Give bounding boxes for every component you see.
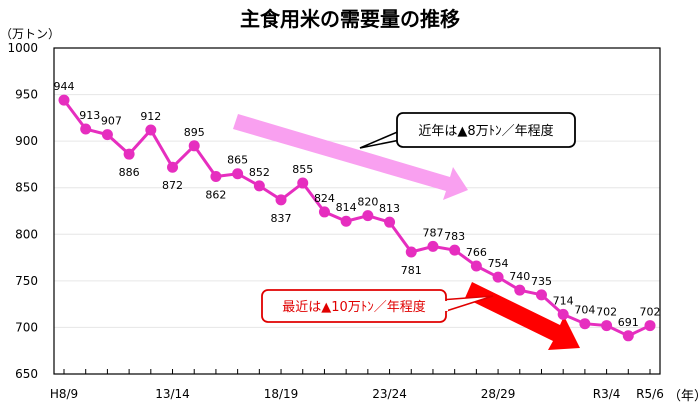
x-tick-label: H8/9 bbox=[50, 387, 78, 401]
data-point bbox=[101, 129, 113, 141]
data-label: 886 bbox=[119, 166, 140, 179]
y-tick-label: 750 bbox=[15, 274, 38, 288]
data-point bbox=[579, 318, 591, 330]
data-point bbox=[340, 215, 352, 227]
x-tick-label: 28/29 bbox=[481, 387, 516, 401]
data-label: 814 bbox=[336, 201, 357, 214]
callout-recent: 最近は▲10万ﾄﾝ／年程度 bbox=[261, 289, 494, 323]
data-point bbox=[557, 308, 569, 320]
data-point bbox=[253, 180, 265, 192]
data-label: 783 bbox=[444, 230, 465, 243]
data-point bbox=[145, 124, 157, 136]
callout-long-term: 近年は▲8万ﾄﾝ／年程度 bbox=[359, 112, 576, 149]
x-tick-label: 13/14 bbox=[155, 387, 190, 401]
y-tick-label: 800 bbox=[15, 227, 38, 241]
y-tick-label: 1000 bbox=[7, 41, 38, 55]
data-point bbox=[123, 148, 135, 160]
data-label: 691 bbox=[618, 316, 639, 329]
data-point bbox=[427, 240, 439, 252]
data-label: 865 bbox=[227, 154, 248, 167]
data-point bbox=[384, 216, 396, 228]
data-point bbox=[514, 284, 526, 296]
trend-arrow-long-term bbox=[233, 114, 468, 200]
data-label: 714 bbox=[553, 294, 574, 307]
data-label: 912 bbox=[140, 110, 161, 123]
data-point bbox=[601, 320, 613, 332]
data-point bbox=[492, 271, 504, 283]
data-point bbox=[58, 94, 70, 106]
data-label: 787 bbox=[422, 226, 443, 239]
data-point bbox=[232, 168, 244, 180]
data-label: 872 bbox=[162, 179, 183, 192]
data-label: 907 bbox=[101, 115, 122, 128]
callout-recent-text: 最近は▲10万ﾄﾝ／年程度 bbox=[282, 299, 426, 315]
data-point bbox=[318, 206, 330, 218]
data-point bbox=[644, 320, 656, 332]
y-tick-label: 650 bbox=[15, 367, 38, 381]
data-label: 813 bbox=[379, 202, 400, 215]
data-point bbox=[622, 330, 634, 342]
series-line bbox=[62, 99, 651, 338]
trend-arrow-recent bbox=[465, 282, 580, 350]
callout-long-term-text: 近年は▲8万ﾄﾝ／年程度 bbox=[418, 123, 553, 139]
y-tick-label: 950 bbox=[15, 88, 38, 102]
data-label: 735 bbox=[531, 275, 552, 288]
data-point bbox=[80, 123, 92, 135]
x-tick-label: R5/6 bbox=[636, 387, 664, 401]
data-point bbox=[405, 246, 417, 258]
data-point bbox=[470, 260, 482, 272]
data-label: 702 bbox=[596, 306, 617, 319]
y-tick-label: 700 bbox=[15, 320, 38, 334]
plot-frame bbox=[53, 47, 661, 375]
y-axis-unit: （万トン） bbox=[0, 27, 60, 41]
x-tick-label: 23/24 bbox=[372, 387, 407, 401]
y-tick-label: 850 bbox=[15, 181, 38, 195]
data-label: 702 bbox=[640, 306, 661, 319]
x-tick-label: 18/19 bbox=[264, 387, 299, 401]
data-label: 913 bbox=[79, 109, 100, 122]
data-label: 781 bbox=[401, 264, 422, 277]
data-label: 855 bbox=[292, 163, 313, 176]
data-label: 820 bbox=[357, 196, 378, 209]
data-label: 895 bbox=[184, 126, 205, 139]
data-point bbox=[297, 177, 309, 189]
data-label: 824 bbox=[314, 192, 335, 205]
data-label: 852 bbox=[249, 166, 270, 179]
data-point bbox=[362, 210, 374, 222]
data-label: 944 bbox=[54, 80, 75, 93]
x-axis-unit: （年） bbox=[668, 389, 700, 404]
data-point bbox=[449, 244, 461, 256]
data-label: 704 bbox=[574, 304, 595, 317]
data-point bbox=[188, 140, 200, 152]
data-point bbox=[167, 161, 179, 173]
data-label: 837 bbox=[271, 212, 292, 225]
data-label: 754 bbox=[488, 257, 509, 270]
x-tick-label: R3/4 bbox=[593, 387, 621, 401]
data-point bbox=[275, 194, 287, 206]
chart-title: 主食用米の需要量の推移 bbox=[240, 7, 460, 31]
data-point bbox=[535, 289, 547, 301]
data-label: 862 bbox=[205, 189, 226, 202]
y-tick-label: 900 bbox=[15, 134, 38, 148]
data-label: 740 bbox=[509, 270, 530, 283]
data-point bbox=[210, 171, 222, 183]
data-label: 766 bbox=[466, 246, 487, 259]
